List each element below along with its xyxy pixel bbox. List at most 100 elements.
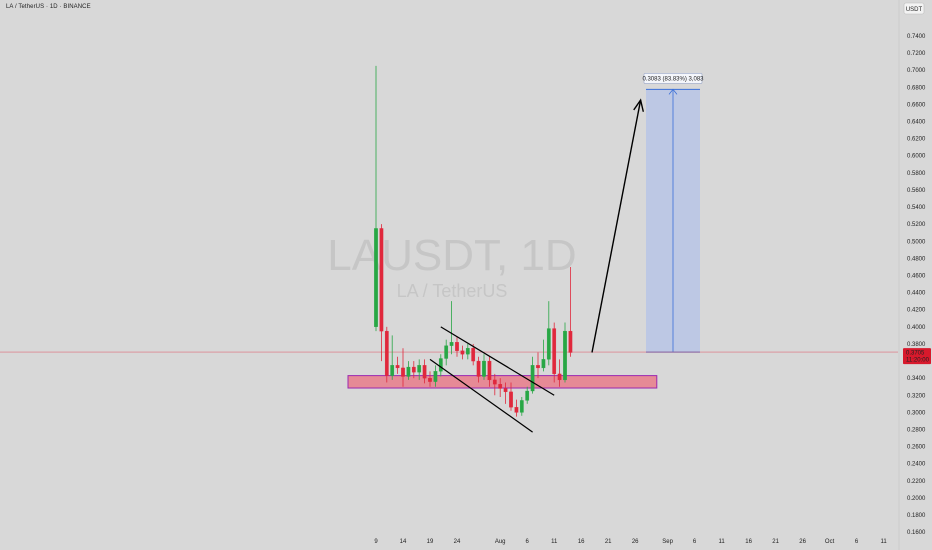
y-tick-label: 0.3000 — [907, 410, 926, 416]
y-tick-label: 0.5200 — [907, 222, 926, 228]
candle-body — [557, 373, 562, 381]
y-tick-label: 0.4400 — [907, 291, 926, 297]
candle-up[interactable] — [525, 386, 530, 404]
candle-body — [438, 358, 443, 372]
watermark-name: LA / TetherUS — [397, 281, 508, 301]
candle-up[interactable] — [406, 361, 411, 380]
y-tick-label: 0.5600 — [907, 188, 926, 194]
candle-down[interactable] — [455, 337, 459, 357]
candle-body — [471, 348, 476, 362]
candle-body — [411, 366, 416, 373]
candle-up[interactable] — [390, 335, 395, 380]
candle-down[interactable] — [568, 266, 573, 357]
candle-down[interactable] — [384, 326, 389, 383]
candle-up[interactable] — [433, 365, 438, 387]
y-tick-label: 0.5000 — [907, 239, 926, 245]
y-tick-label: 0.4200 — [907, 308, 926, 314]
candle-body — [487, 360, 492, 381]
candle-up[interactable] — [417, 359, 422, 380]
candle-down[interactable] — [509, 382, 513, 411]
candle-body — [568, 330, 573, 353]
candle-body — [406, 366, 411, 377]
candle-body — [563, 330, 567, 381]
x-tick-label: 9 — [374, 539, 378, 545]
candle-up[interactable] — [444, 339, 449, 366]
y-tick-label: 0.1800 — [907, 513, 926, 519]
y-tick-label: 0.2400 — [907, 462, 926, 468]
candle-down[interactable] — [428, 371, 432, 387]
y-tick-label: 0.3800 — [907, 342, 926, 348]
candle-up[interactable] — [519, 397, 524, 416]
candle-down[interactable] — [492, 373, 497, 396]
candle-body — [395, 365, 400, 369]
x-tick-label: 6 — [526, 539, 530, 545]
y-tick-label: 0.6800 — [907, 85, 926, 91]
candle-body — [509, 391, 513, 408]
x-tick-label: Oct — [825, 539, 835, 545]
channel-lower-line[interactable] — [429, 358, 533, 433]
candle-down[interactable] — [536, 352, 540, 379]
candle-down[interactable] — [401, 348, 405, 387]
price-axis — [899, 0, 932, 550]
currency-badge[interactable] — [903, 2, 925, 15]
candle-body — [546, 328, 551, 360]
candle-down[interactable] — [379, 224, 384, 362]
candle-up[interactable] — [465, 343, 470, 360]
candle-up[interactable] — [438, 354, 443, 377]
candle-body — [519, 400, 524, 413]
y-tick-label: 0.2200 — [907, 479, 926, 485]
x-tick-label: 11 — [551, 539, 558, 545]
y-tick-label: 0.6000 — [907, 154, 926, 160]
channel-upper-line[interactable] — [440, 326, 555, 396]
candle-body — [460, 350, 465, 355]
candle-down[interactable] — [487, 356, 492, 387]
support-zone[interactable] — [347, 375, 658, 389]
candle-up[interactable] — [374, 65, 378, 332]
candle-up[interactable] — [546, 301, 551, 366]
candle-down[interactable] — [422, 359, 427, 384]
x-tick-label: 11 — [718, 539, 725, 545]
candle-up[interactable] — [482, 354, 486, 380]
y-tick-label: 0.7200 — [907, 51, 926, 57]
y-tick-label: 0.1600 — [907, 530, 926, 536]
y-tick-label: 0.3200 — [907, 393, 926, 399]
candle-down[interactable] — [498, 378, 503, 398]
candle-body — [476, 360, 481, 377]
candle-down[interactable] — [471, 343, 476, 366]
candle-up[interactable] — [563, 322, 567, 383]
projection-arrow[interactable] — [591, 99, 642, 353]
target-label-box — [643, 73, 703, 84]
currency-badge-label: USDT — [906, 7, 923, 13]
candle-up[interactable] — [541, 339, 546, 372]
y-tick-label: 0.2600 — [907, 445, 926, 451]
target-box-arrowhead — [668, 88, 678, 95]
candle-body — [379, 228, 384, 332]
candle-down[interactable] — [557, 359, 562, 387]
x-tick-label: 16 — [745, 539, 752, 545]
candle-down[interactable] — [460, 345, 465, 360]
current-price-label-box — [903, 348, 931, 365]
candle-down[interactable] — [552, 322, 557, 383]
candle-down[interactable] — [411, 361, 416, 379]
candle-body — [444, 345, 449, 359]
candle-body — [498, 384, 503, 389]
candle-down[interactable] — [476, 356, 481, 383]
candle-down[interactable] — [503, 382, 508, 404]
candle-down[interactable] — [395, 356, 400, 374]
x-tick-label: 21 — [605, 539, 612, 545]
y-tick-label: 0.4800 — [907, 256, 926, 262]
candle-down[interactable] — [514, 399, 519, 417]
candle-body — [541, 359, 546, 369]
candle-body — [530, 365, 535, 392]
y-tick-label: 0.6600 — [907, 102, 926, 108]
candle-up[interactable] — [449, 301, 454, 355]
x-tick-label: 26 — [632, 539, 639, 545]
y-tick-label: 0.2800 — [907, 428, 926, 434]
y-tick-label: 0.4000 — [907, 325, 926, 331]
countdown-label: 11:20:00 — [906, 358, 930, 364]
chart-title: LA / TetherUS · 1D · BINANCE — [6, 4, 91, 10]
candle-up[interactable] — [530, 356, 535, 394]
x-tick-label: 21 — [772, 539, 779, 545]
